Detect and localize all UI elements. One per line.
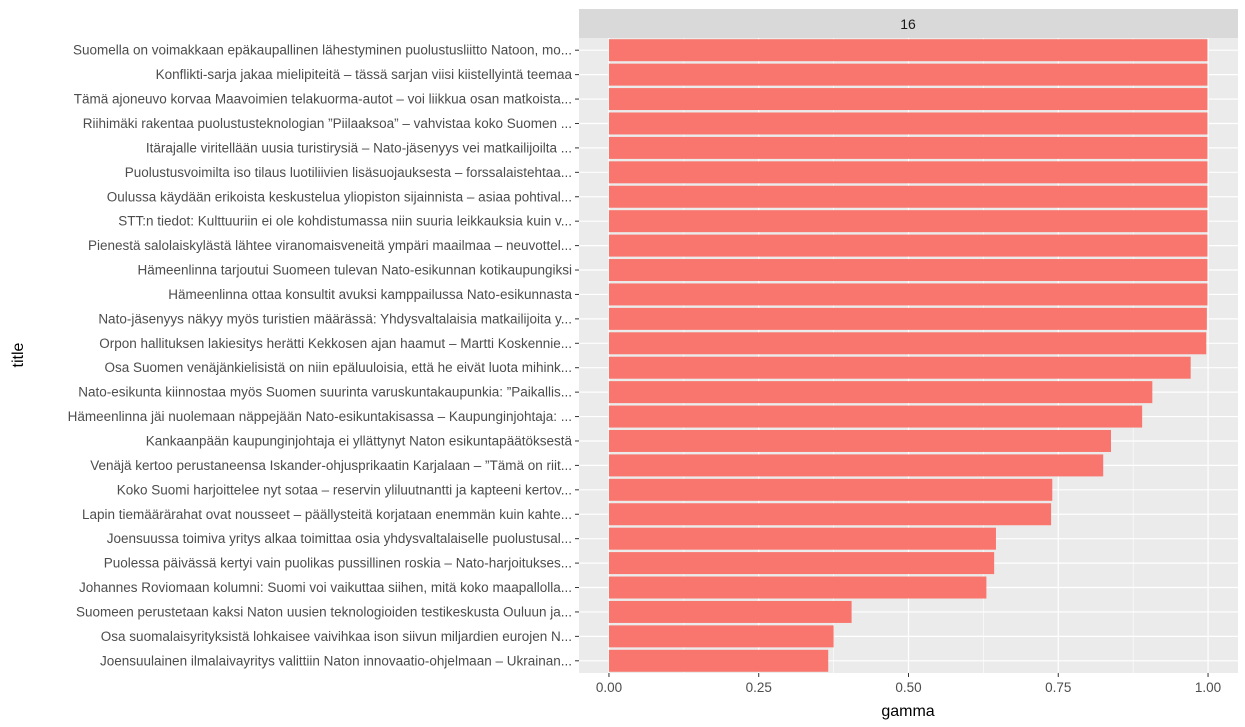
bar: [608, 63, 1208, 86]
bar: [608, 429, 1111, 452]
bar: [608, 478, 1053, 501]
bar: [608, 356, 1191, 379]
y-tick-label: STT:n tiedot: Kulttuuriin ei ole kohdist…: [118, 214, 572, 229]
y-tick-label: Tämä ajoneuvo korvaa Maavoimien telakuor…: [74, 92, 572, 107]
y-tick-label: Konflikti-sarja jakaa mielipiteitä – täs…: [156, 67, 573, 82]
bar: [608, 527, 996, 550]
x-tick-label: 0.25: [746, 680, 772, 695]
x-tick-label: 1.00: [1195, 680, 1221, 695]
y-tick-label: Hämeenlinna ottaa konsultit avuksi kampp…: [168, 287, 572, 302]
bar: [608, 136, 1208, 159]
y-axis-title: title: [10, 342, 27, 367]
bar: [608, 625, 834, 648]
y-tick-label: Itärajalle viritellään uusia turistirysi…: [146, 140, 572, 155]
x-tick-labels: 0.00 0.25 0.50 0.75 1.00: [596, 673, 1221, 695]
bars: [608, 39, 1208, 672]
bar: [608, 332, 1207, 355]
y-tick-label: Riihimäki rakentaa puolustusteknologian …: [83, 116, 572, 131]
y-tick-label: Osa Suomen venäjänkielisistä on niin epä…: [104, 360, 572, 375]
y-tick-label: Joensuussa toimiva yritys alkaa toimitta…: [107, 531, 572, 546]
y-tick-labels: Suomella on voimakkaan epäkaupallinen lä…: [68, 43, 579, 668]
x-tick-label: 0.75: [1045, 680, 1071, 695]
y-tick-label: Suomella on voimakkaan epäkaupallinen lä…: [73, 43, 572, 58]
y-tick-label: Nato-esikunta kiinnostaa myös Suomen suu…: [78, 385, 572, 400]
bar: [608, 185, 1208, 208]
y-tick-label: Koko Suomi harjoittelee nyt sotaa – rese…: [117, 482, 572, 497]
y-tick-label: Venäjä kertoo perustaneensa Iskander-ohj…: [90, 458, 572, 473]
y-tick-label: Orpon hallituksen lakiesitys herätti Kek…: [99, 336, 572, 351]
x-tick-label: 0.50: [895, 680, 921, 695]
bar: [608, 234, 1208, 257]
y-tick-label: Suomeen perustetaan kaksi Naton uusien t…: [76, 604, 572, 619]
bar: [608, 39, 1208, 62]
bar: [608, 88, 1208, 111]
bar: [608, 283, 1208, 306]
bar: [608, 503, 1052, 526]
y-tick-label: Pienestä salolaiskylästä lähtee viranoma…: [88, 238, 572, 253]
x-axis-title: gamma: [881, 703, 934, 720]
bar: [608, 307, 1207, 330]
bar: [608, 161, 1208, 184]
bar: [608, 600, 852, 623]
bar: [608, 576, 987, 599]
y-tick-label: Kankaanpään kaupunginjohtaja ei yllättyn…: [146, 433, 573, 448]
bar: [608, 649, 829, 672]
y-tick-label: Johannes Roviomaan kolumni: Suomi voi va…: [79, 580, 572, 595]
y-tick-label: Puolustusvoimilta iso tilaus luotiliivie…: [125, 165, 572, 180]
bar: [608, 259, 1208, 282]
y-tick-label: Hämeenlinna jäi nuolemaan näppejään Nato…: [68, 409, 572, 424]
bar: [608, 405, 1143, 428]
facet-strip: [579, 9, 1238, 38]
x-tick-label: 0.00: [596, 680, 622, 695]
bar: [608, 112, 1208, 135]
y-tick-label: Puolessa päivässä kertyi vain puolikas p…: [104, 556, 572, 571]
y-tick-label: Hämeenlinna tarjoutui Suomeen tulevan Na…: [137, 263, 572, 278]
facet-label: 16: [900, 16, 916, 32]
y-tick-label: Nato-jäsenyys näkyy myös turistien määrä…: [98, 311, 572, 326]
y-tick-label: Osa suomalaisyrityksistä lohkaisee vaivi…: [101, 629, 572, 644]
y-tick-label: Lapin tiemäärärahat ovat nousseet – pääl…: [82, 507, 572, 522]
y-tick-label: Joensuulainen ilmalaivayritys valittiin …: [100, 653, 572, 668]
bar: [608, 454, 1104, 477]
bar: [608, 210, 1208, 233]
y-tick-label: Oulussa käydään erikoista keskustelua yl…: [107, 189, 572, 204]
bar: [608, 552, 995, 575]
bar: [608, 381, 1153, 404]
